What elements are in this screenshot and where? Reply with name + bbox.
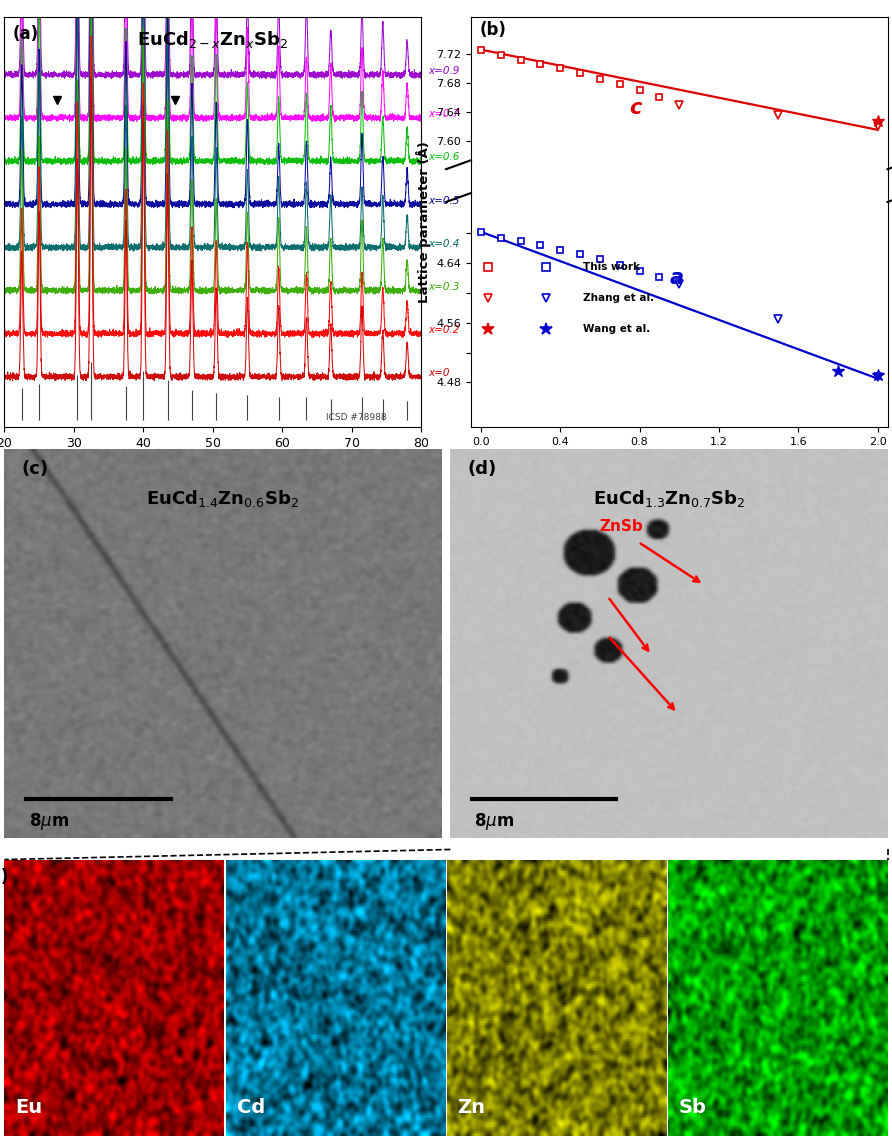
Text: This work: This work	[583, 263, 640, 272]
Y-axis label: Lattice parameter (Å): Lattice parameter (Å)	[416, 142, 431, 303]
Text: x=0.9: x=0.9	[428, 66, 459, 77]
Text: x=0.5: x=0.5	[428, 195, 459, 206]
Text: a: a	[669, 268, 683, 288]
Text: x=0.2: x=0.2	[428, 325, 459, 335]
Text: EuCd$_2$Sb$_2$: EuCd$_2$Sb$_2$	[463, 461, 514, 476]
Text: EuCd$_{2-x}$Zn$_{x}$Sb$_2$: EuCd$_{2-x}$Zn$_{x}$Sb$_2$	[137, 30, 288, 50]
Text: c: c	[630, 98, 642, 118]
Text: Wang et al.: Wang et al.	[583, 323, 650, 333]
Text: 8$\mu$m: 8$\mu$m	[475, 811, 515, 831]
Text: (a): (a)	[12, 25, 39, 43]
Text: x=0.4: x=0.4	[428, 239, 459, 249]
X-axis label: 2θ (deg.): 2θ (deg.)	[174, 456, 252, 471]
Text: Zn: Zn	[458, 1097, 485, 1117]
Text: (e): (e)	[0, 868, 9, 886]
Text: x=0: x=0	[428, 368, 450, 378]
Text: Eu: Eu	[15, 1097, 43, 1117]
Text: Zhang et al.: Zhang et al.	[583, 293, 655, 303]
Text: EuCd$_{1.3}$Zn$_{0.7}$Sb$_2$: EuCd$_{1.3}$Zn$_{0.7}$Sb$_2$	[593, 488, 745, 508]
Text: (c): (c)	[22, 460, 49, 478]
Text: ZnSb: ZnSb	[599, 520, 643, 534]
Text: EuCd$_{1.4}$Zn$_{0.6}$Sb$_2$: EuCd$_{1.4}$Zn$_{0.6}$Sb$_2$	[146, 488, 300, 508]
Text: Cd: Cd	[236, 1097, 265, 1117]
Text: 8$\mu$m: 8$\mu$m	[29, 811, 69, 831]
Text: ICSD #78988: ICSD #78988	[326, 412, 386, 421]
Text: (b): (b)	[479, 22, 506, 39]
Text: $x_\mathrm{Zn}$: $x_\mathrm{Zn}$	[668, 461, 690, 476]
Text: x=0.6: x=0.6	[428, 152, 459, 162]
Text: x=0.3: x=0.3	[428, 282, 459, 292]
Text: EuZn$_2$Sb$_2$: EuZn$_2$Sb$_2$	[837, 461, 888, 476]
Text: Sb: Sb	[679, 1097, 706, 1117]
Text: x=0.7: x=0.7	[428, 110, 459, 119]
Text: (d): (d)	[468, 460, 497, 478]
